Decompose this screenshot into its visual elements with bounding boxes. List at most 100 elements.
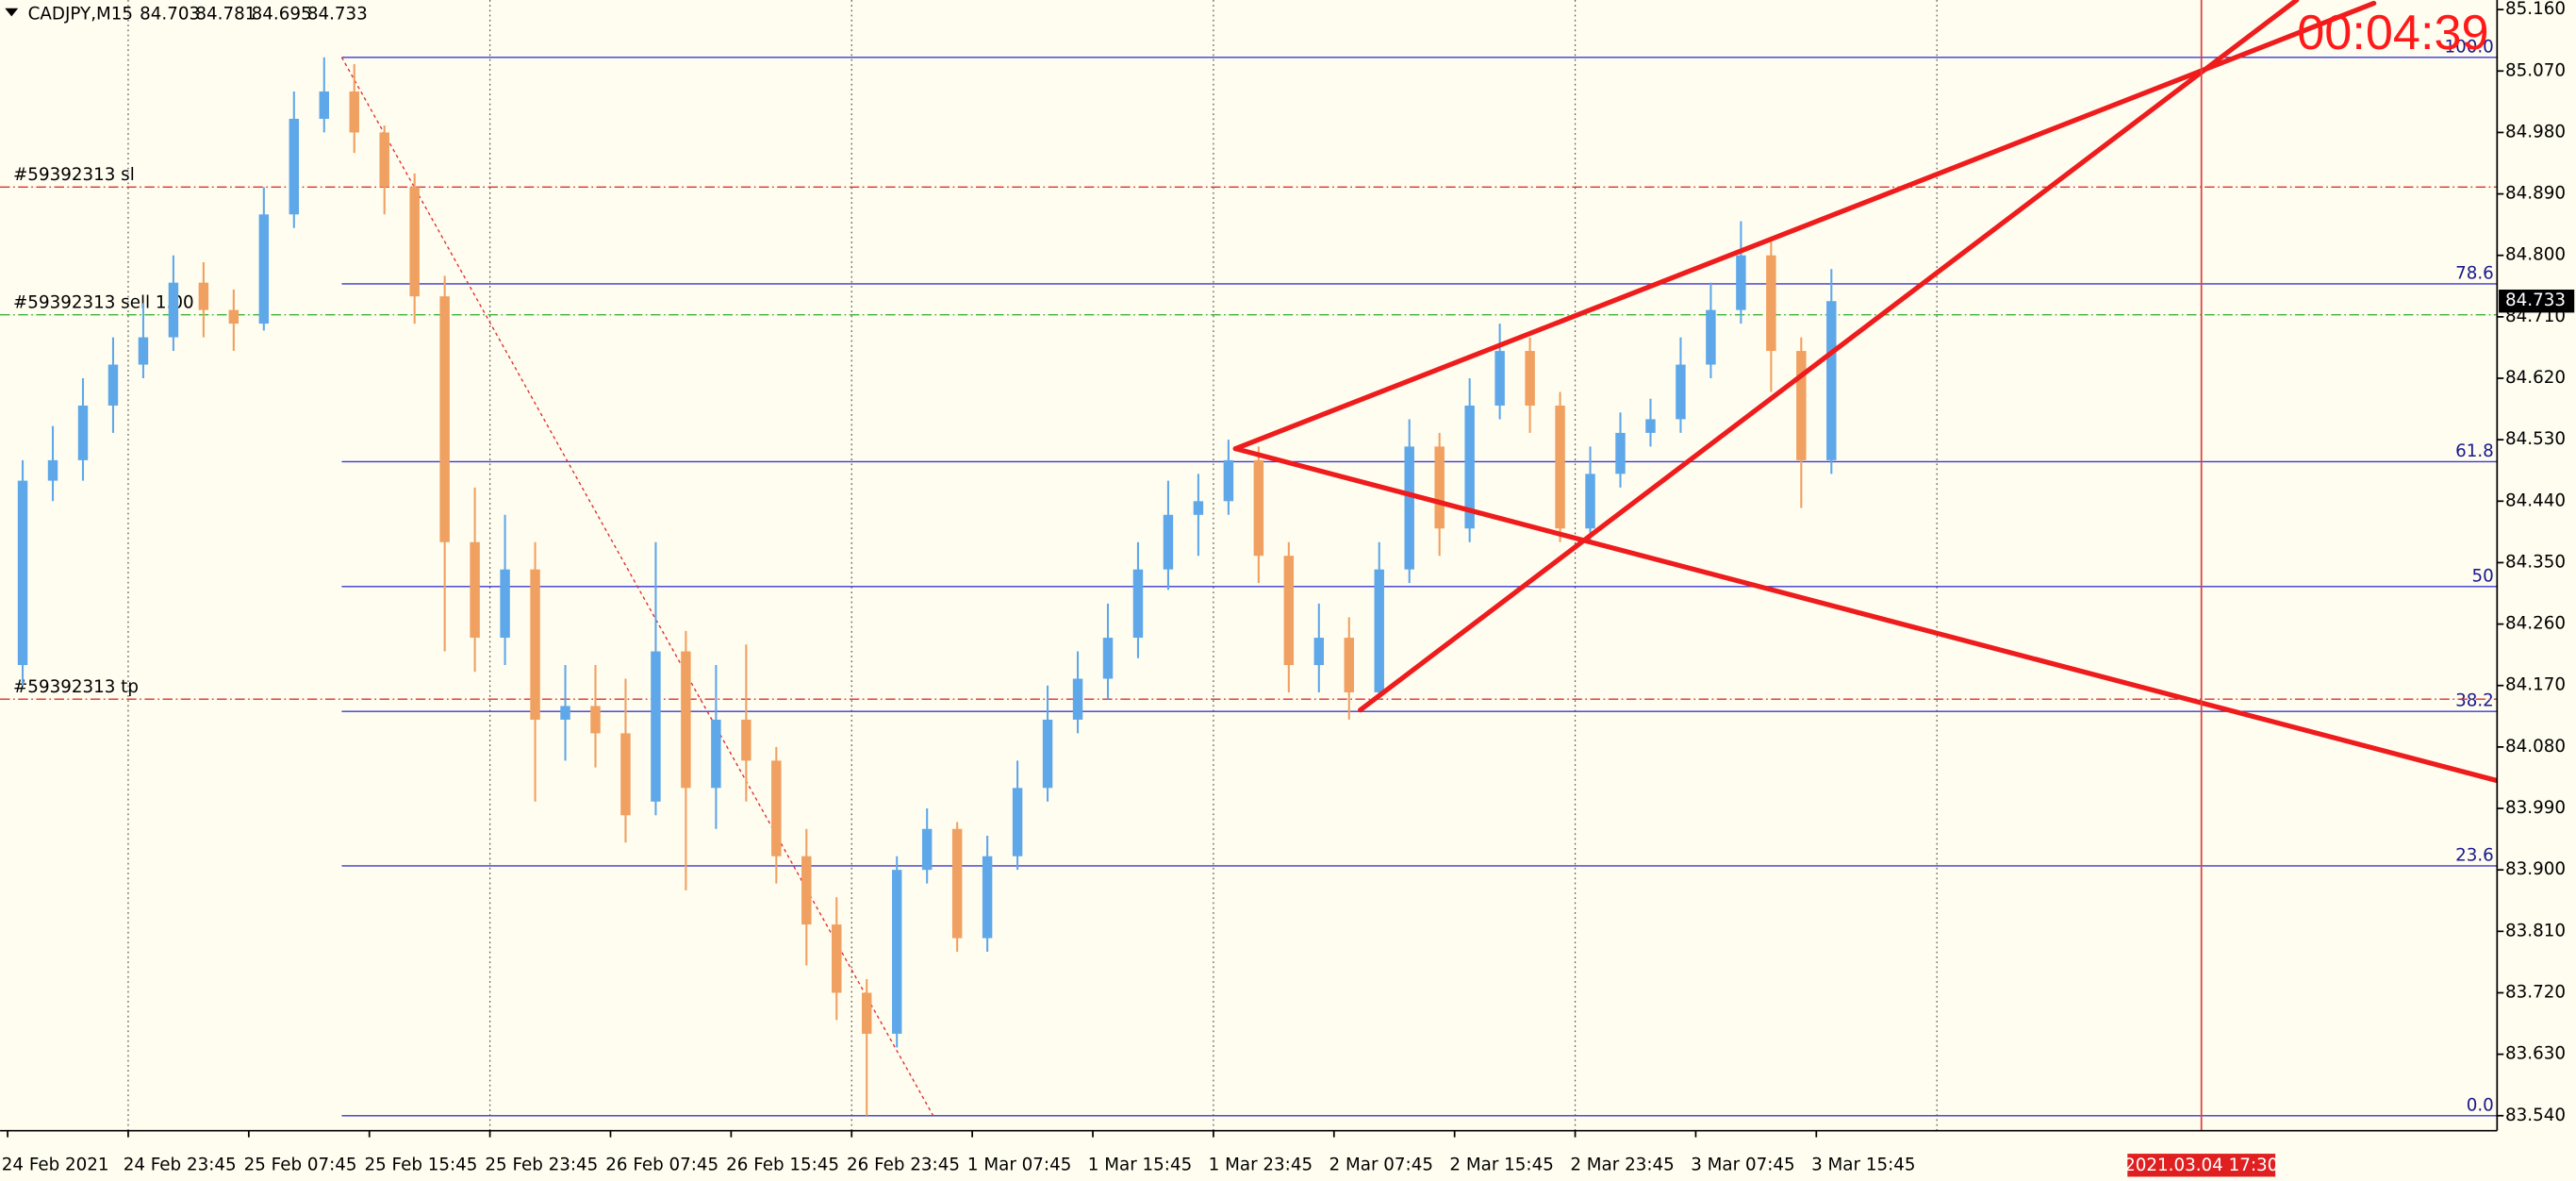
x-tick-label: 25 Feb 07:45 bbox=[244, 1155, 357, 1174]
candle-body bbox=[1826, 301, 1837, 460]
x-tick-label: 24 Feb 23:45 bbox=[124, 1155, 237, 1174]
y-tick-label: 84.620 bbox=[2505, 368, 2566, 388]
candle-body bbox=[138, 337, 149, 365]
fib-label: 50 bbox=[2472, 566, 2494, 586]
candle-body bbox=[1404, 446, 1414, 570]
candle-body bbox=[1072, 678, 1083, 720]
candle-body bbox=[1012, 788, 1023, 857]
x-tick-label: 3 Mar 15:45 bbox=[1811, 1155, 1915, 1174]
future-time-box bbox=[2127, 1154, 2276, 1177]
candle-body bbox=[1283, 556, 1295, 666]
low-price: 84.695 bbox=[252, 5, 312, 25]
symbol: CADJPY,M15 bbox=[28, 5, 133, 25]
candle-body bbox=[1494, 351, 1505, 406]
x-tick-label: 2 Mar 15:45 bbox=[1449, 1155, 1553, 1174]
open-price: 84.703 bbox=[140, 5, 200, 25]
candle-body bbox=[862, 992, 872, 1034]
candle-body bbox=[439, 296, 450, 542]
candle-body bbox=[741, 719, 751, 761]
fib-label: 61.8 bbox=[2455, 441, 2494, 461]
candle-body bbox=[982, 856, 993, 939]
candle-body bbox=[228, 309, 239, 324]
y-tick-label: 83.720 bbox=[2505, 982, 2566, 1002]
candle-body bbox=[1374, 569, 1384, 692]
candle-body bbox=[1102, 638, 1114, 679]
y-tick-label: 84.890 bbox=[2505, 184, 2566, 204]
candle-body bbox=[1223, 459, 1234, 502]
candle-body bbox=[1313, 638, 1325, 666]
fib-label: 78.6 bbox=[2455, 263, 2494, 283]
fib-trend bbox=[340, 57, 934, 1117]
candle-body bbox=[1253, 459, 1264, 557]
y-tick-label: 84.800 bbox=[2505, 245, 2566, 265]
candle-body bbox=[168, 282, 179, 338]
y-tick-label: 85.160 bbox=[2505, 0, 2566, 19]
y-tick-label: 85.070 bbox=[2505, 60, 2566, 80]
candle-body bbox=[17, 480, 28, 666]
trendline bbox=[1358, 0, 2300, 713]
candle-body bbox=[1525, 351, 1535, 406]
candle-body bbox=[1645, 419, 1656, 433]
candle-body bbox=[801, 856, 812, 925]
candle-body bbox=[500, 569, 510, 639]
candle-body bbox=[620, 733, 631, 816]
trendline bbox=[1232, 446, 2500, 784]
candle-body bbox=[1766, 255, 1776, 352]
candle-body bbox=[379, 132, 389, 188]
candle-body bbox=[651, 651, 661, 802]
x-tick-label: 25 Feb 23:45 bbox=[485, 1155, 598, 1174]
candle-body bbox=[1706, 309, 1716, 365]
candle-body bbox=[771, 760, 782, 857]
candle-body bbox=[1555, 405, 1565, 529]
grid-layer bbox=[127, 0, 1938, 1131]
candle-body bbox=[198, 282, 209, 310]
order-label: #59392313 tp bbox=[13, 677, 139, 697]
candle-body bbox=[1163, 514, 1174, 570]
candle-body bbox=[319, 91, 329, 119]
x-tick-label: 25 Feb 15:45 bbox=[364, 1155, 477, 1174]
candle-body bbox=[289, 118, 300, 215]
fib-label: 0.0 bbox=[2467, 1095, 2494, 1115]
bar-timer: 00:04:39 bbox=[2297, 6, 2488, 60]
y-tick-label: 83.900 bbox=[2505, 859, 2566, 879]
fib-label: 23.6 bbox=[2455, 846, 2494, 866]
order-label: #59392313 sl bbox=[13, 165, 135, 185]
x-tick-label: 24 Feb 2021 bbox=[2, 1155, 109, 1174]
fibonacci-layer: 100.0 78.6 61.8 50 38.2 23.6 0.0 bbox=[340, 37, 2498, 1117]
price-axis-bg bbox=[2497, 0, 2576, 1181]
menu-arrow[interactable] bbox=[5, 8, 19, 17]
y-tick-label: 84.440 bbox=[2505, 491, 2566, 510]
y-tick-label: 84.260 bbox=[2505, 614, 2566, 634]
candle-body bbox=[560, 706, 570, 720]
candle-body bbox=[1132, 569, 1144, 639]
x-tick-label: 26 Feb 07:45 bbox=[605, 1155, 718, 1174]
candle-body bbox=[1464, 405, 1475, 529]
y-tick-label: 84.080 bbox=[2505, 737, 2566, 757]
candle-body bbox=[470, 541, 480, 639]
candle-body bbox=[349, 91, 359, 133]
y-tick-label: 83.540 bbox=[2505, 1106, 2566, 1125]
current-price-box bbox=[2499, 290, 2575, 313]
trendline bbox=[1232, 0, 2377, 452]
x-tick-label: 26 Feb 15:45 bbox=[726, 1155, 839, 1174]
y-tick-label: 84.350 bbox=[2505, 552, 2566, 572]
candle-body bbox=[1193, 501, 1204, 515]
fib-label: 38.2 bbox=[2455, 691, 2494, 711]
x-tick-label: 2 Mar 07:45 bbox=[1329, 1155, 1433, 1174]
high-price: 84.781 bbox=[195, 5, 256, 25]
candle-body bbox=[47, 459, 58, 481]
fib-label: 100.0 bbox=[2444, 37, 2493, 57]
candle-body bbox=[1796, 351, 1807, 460]
x-tick-label: 1 Mar 23:45 bbox=[1209, 1155, 1313, 1174]
candle-body bbox=[951, 828, 963, 939]
candles-layer bbox=[17, 57, 1837, 1116]
candle-body bbox=[1676, 364, 1686, 420]
candle-body bbox=[107, 364, 119, 406]
y-tick-label: 84.530 bbox=[2505, 429, 2566, 449]
x-tick-label: 26 Feb 23:45 bbox=[847, 1155, 960, 1174]
candle-body bbox=[1434, 446, 1445, 529]
y-tick-label: 84.980 bbox=[2505, 122, 2566, 141]
